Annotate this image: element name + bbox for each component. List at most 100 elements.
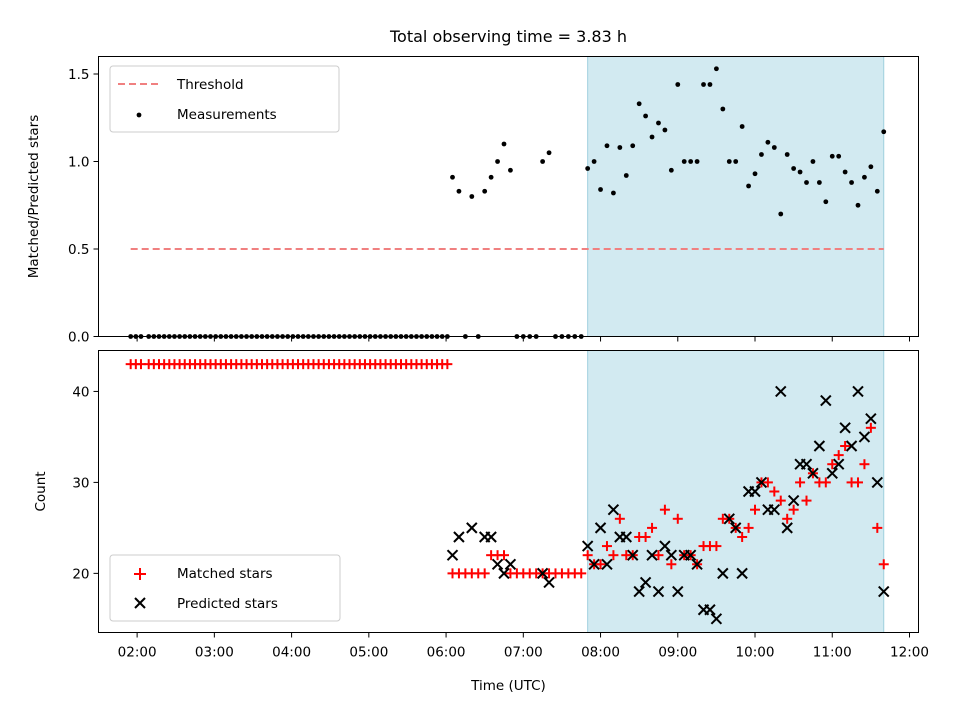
measurement-point (862, 174, 867, 180)
predicted-star-point (820, 394, 832, 407)
measurement-point (855, 202, 861, 208)
bottom-plot-frame (98, 350, 919, 633)
measurement-point (488, 174, 494, 180)
predicted-star-point (646, 549, 658, 561)
matched-star-point (608, 550, 619, 561)
x-axis-label: Time (UTC) (470, 678, 546, 694)
measurement-point (540, 159, 546, 164)
matched-star-point (582, 550, 593, 561)
measurement-point (791, 166, 797, 171)
top-legend: Threshold Measurements (109, 65, 340, 133)
bottom-panel: 20 30 40 02:00 03:00 04:00 05:00 06:00 07:00 08:… (33, 350, 929, 694)
predicted-star-point (781, 522, 793, 534)
predicted-star-point (691, 558, 703, 570)
matched-star-point (788, 504, 799, 515)
measurement-point (874, 188, 880, 194)
x-tick-label: 04:00 (272, 645, 311, 661)
x-tick-label: 09:00 (658, 645, 697, 661)
predicted-star-point (755, 476, 768, 489)
predicted-star-point (491, 558, 504, 570)
predicted-star-point (865, 413, 877, 425)
predicted-star-point (800, 458, 813, 470)
top-plot-frame (98, 56, 919, 337)
top-y-axis-label: Matched/Predicted stars (26, 115, 42, 278)
predicted-star-point (627, 549, 639, 561)
matched-star-point (878, 559, 889, 570)
predicted-star-point (736, 567, 748, 580)
measurement-point (829, 153, 835, 159)
measurement-point (546, 150, 552, 156)
measurement-point (836, 153, 842, 159)
measurement-point (617, 145, 623, 150)
top-y-tick-label: 0.0 (68, 330, 89, 346)
matched-stars-points (125, 359, 889, 579)
predicted-star-point (594, 522, 607, 534)
bottom-legend-box (109, 554, 341, 622)
measurement-point (694, 159, 700, 164)
matched-star-point (750, 504, 761, 515)
matched-star-point (859, 459, 870, 470)
predicted-star-point (536, 567, 549, 580)
predicted-legend-label: Predicted stars (177, 596, 278, 612)
predicted-star-point (466, 522, 478, 534)
top-y-tick-label: 1.5 (68, 67, 89, 83)
matched-star-point (782, 513, 793, 524)
measurement-point (656, 120, 661, 126)
predicted-star-point (659, 540, 671, 552)
predicted-star-point (672, 585, 684, 598)
measurement-point (623, 173, 629, 178)
top-y-tick-label: 0.5 (68, 242, 89, 258)
matched-star-point (601, 541, 612, 552)
figure-title: Total observing time = 3.83 h (389, 27, 627, 46)
measurement-point (585, 166, 591, 171)
matched-star-point (801, 495, 812, 506)
measurement-point (784, 152, 790, 157)
measurement-point (501, 141, 507, 147)
measurement-point (842, 169, 848, 175)
predicted-star-point (717, 567, 729, 580)
predicted-star-point (485, 531, 497, 543)
matched-star-point (769, 486, 780, 497)
top-y-tick-label: 1.0 (68, 155, 89, 171)
measurement-point (604, 143, 610, 149)
measurement-point (688, 159, 694, 164)
measurement-point (849, 180, 854, 185)
predicted-star-point (543, 576, 555, 589)
measurement-point (681, 159, 687, 164)
x-tick-label: 02:00 (118, 645, 157, 661)
threshold-legend-label: Threshold (176, 77, 244, 93)
measurement-point (450, 174, 455, 180)
measurement-point (810, 159, 816, 164)
bottom-y-tick-label: 30 (72, 475, 89, 491)
measurement-point (636, 101, 642, 107)
predicted-star-point (588, 558, 600, 570)
x-tick-label: 07:00 (504, 645, 543, 661)
measurement-point (720, 106, 726, 112)
measurement-point (816, 180, 822, 185)
predicted-star-point (710, 613, 723, 625)
x-tick-label: 05:00 (349, 645, 388, 661)
matched-star-point (820, 477, 831, 488)
predicted-star-point (832, 458, 845, 470)
measurement-point (701, 82, 706, 87)
matched-star-point (595, 559, 606, 570)
measurement-point (733, 159, 739, 164)
matched-star-point (775, 495, 786, 506)
x-tick-label: 11:00 (813, 645, 852, 661)
bottom-y-tick-label: 20 (72, 566, 89, 582)
measurement-point (649, 134, 655, 140)
measurement-point (707, 82, 713, 87)
matched-star-point (865, 422, 876, 433)
bottom-x-ticks: 02:00 03:00 04:00 05:00 06:00 07:00 08:00 09:00… (118, 632, 929, 661)
predicted-stars-points (446, 385, 890, 625)
matched-star-point (659, 504, 670, 515)
x-tick-label: 10:00 (736, 645, 775, 661)
measurement-point (598, 187, 603, 192)
matched-star-point (442, 359, 453, 370)
matched-legend-swatch (134, 568, 146, 580)
measurement-point (456, 188, 462, 194)
predicted-star-point (633, 585, 645, 598)
bottom-legend: Matched stars Predicted stars (109, 554, 341, 622)
matched-star-point (795, 477, 806, 488)
predicted-star-point (601, 558, 613, 570)
